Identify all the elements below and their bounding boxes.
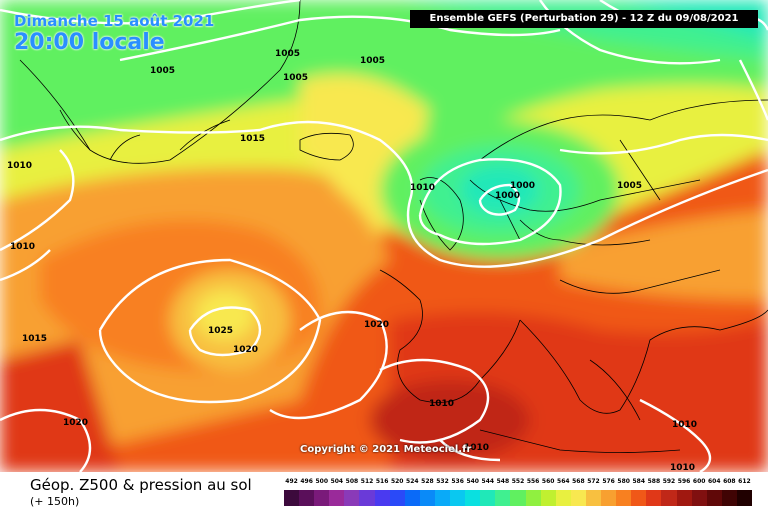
isobar-label: 1020 [63,418,88,428]
isobar-label: 1010 [670,463,695,472]
scale-label: 492 [285,478,298,485]
scale-label: 500 [315,478,328,485]
scale-swatch [585,490,602,506]
isobar-label: 1020 [364,320,389,330]
scale-swatch [344,490,360,506]
isobar-label: 1010 [429,399,454,409]
isobar-label: 1005 [617,181,642,191]
isobar-label: 1010 [464,443,489,453]
isobar-label: 1005 [283,73,308,83]
isobar-label: 1015 [240,134,265,144]
isobar-label: 1000 [510,181,535,191]
forecast-local-time: 20:00 locale [14,30,165,55]
scale-label: 532 [436,478,449,485]
scale-label: 552 [511,478,525,485]
scale-swatch [555,490,572,506]
scale-label: 540 [466,478,479,485]
scale-swatch [661,490,677,506]
scale-label: 528 [421,478,434,485]
scale-swatch [284,490,300,506]
scale-swatch [450,490,466,506]
scale-label: 568 [572,478,585,485]
isobar-label: 1020 [233,345,258,355]
scale-label: 536 [451,478,464,485]
scale-swatch [480,490,496,506]
scale-label: 596 [677,478,691,485]
copyright-notice: Copyright © 2021 Meteociel.fr [300,444,472,455]
scale-swatch [359,490,376,506]
lead-time: (+ 150h) [30,495,80,508]
scale-swatch [631,490,647,506]
scale-swatch [465,490,481,506]
scale-swatch [540,490,557,506]
isobar-label: 1005 [275,49,300,59]
scale-label: 608 [723,478,736,485]
isobar-label: 1015 [22,334,47,344]
scale-label: 592 [662,478,676,485]
scale-swatch [374,490,391,506]
scale-label: 576 [602,478,615,485]
field-title: Géop. Z500 & pression au sol [30,476,252,494]
scale-label: 504 [330,478,344,485]
scale-label: 544 [481,478,495,485]
scale-label: 560 [541,478,555,485]
scale-label: 556 [526,478,540,485]
scale-swatch [314,490,330,506]
isobars [0,0,768,472]
isobar-label: 1005 [150,66,175,76]
scale-swatch [404,490,421,506]
scale-swatch [434,490,451,506]
model-run-banner: Ensemble GEFS (Perturbation 29) - 12 Z d… [410,10,758,28]
forecast-date: Dimanche 15 août 2021 [14,12,215,30]
scale-swatch [389,490,406,506]
scale-label: 584 [632,478,646,485]
scale-swatch [721,490,738,506]
scale-label: 600 [692,478,706,485]
geopotential-map: 1005 1005 1005 1005 1005 1010 1010 1010 … [0,0,768,472]
scale-label: 524 [406,478,419,485]
scale-swatch [616,490,632,506]
isobar-label: 1000 [495,191,520,201]
isobar-label: 1010 [10,242,35,252]
scale-label: 572 [587,478,600,485]
scale-label: 520 [390,478,404,485]
scale-swatch [419,490,436,506]
isobar-label: 1005 [360,56,385,66]
scale-label: 604 [707,478,721,485]
scale-swatch [570,490,587,506]
scale-label: 580 [617,478,630,485]
scale-label: 548 [496,478,510,485]
isobar-label: 1025 [208,326,233,336]
isobar-label: 1010 [410,183,435,193]
isobar-label: 1010 [672,420,697,430]
scale-swatch [601,490,617,506]
scale-swatch [691,490,708,506]
scale-label: 508 [345,478,359,485]
scale-swatch [329,490,345,506]
isobar-label: 1010 [7,161,32,171]
scale-swatch [510,490,527,506]
color-scale: 492 496 500 504 508 512 516 520 524 528 532 536 540 5… [284,478,753,508]
coastlines [19,0,768,453]
scale-label: 564 [557,478,570,485]
scale-label: 612 [738,478,751,485]
scale-swatch [706,490,723,506]
scale-swatch [676,490,693,506]
scale-swatch [495,490,511,506]
scale-label: 516 [375,478,389,485]
scale-swatch [299,490,315,506]
scale-swatch [525,490,542,506]
scale-label: 512 [360,478,374,485]
scale-label: 496 [300,478,313,485]
scale-label: 588 [647,478,661,485]
scale-swatch [646,490,662,506]
scale-swatch [736,490,753,506]
